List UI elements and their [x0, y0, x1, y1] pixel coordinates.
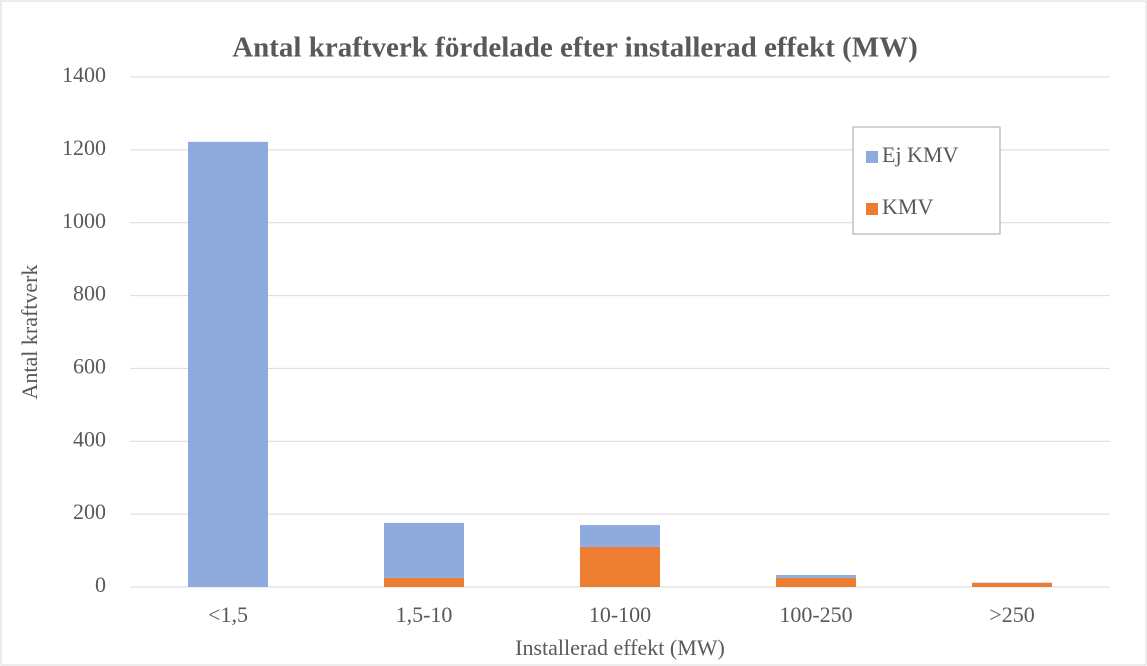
bar-segment: [384, 522, 464, 578]
x-tick-label: <1,5: [208, 602, 248, 627]
chart-title: Antal kraftverk fördelade efter installe…: [232, 32, 918, 64]
bar-segment: [384, 577, 464, 587]
y-tick-label: 1200: [62, 135, 106, 160]
x-tick-label: >250: [989, 602, 1034, 627]
bar-segment: [188, 141, 268, 588]
bar-segment: [972, 582, 1052, 587]
x-axis-label: Installerad effekt (MW): [515, 635, 725, 660]
y-tick-label: 200: [73, 499, 106, 524]
x-tick-label: 1,5-10: [396, 602, 453, 627]
legend-swatch: [866, 203, 878, 215]
y-axis-label: Antal kraftverk: [17, 265, 42, 400]
y-tick-label: 1400: [62, 62, 106, 87]
x-tick-label: 10-100: [589, 602, 651, 627]
legend-swatch: [866, 151, 878, 163]
legend-box: [852, 126, 1001, 235]
legend-label: KMV: [882, 194, 933, 219]
y-tick-label: 800: [73, 281, 106, 306]
x-tick-label: 100-250: [779, 602, 852, 627]
bar-segment: [776, 574, 856, 578]
y-tick-label: 600: [73, 353, 106, 378]
bar-segment: [580, 546, 660, 587]
bar-segment: [776, 577, 856, 587]
legend-label: Ej KMV: [882, 142, 959, 167]
y-tick-label: 1000: [62, 208, 106, 233]
bar-segment: [580, 525, 660, 547]
y-tick-label: 0: [95, 572, 106, 597]
y-tick-label: 400: [73, 426, 106, 451]
